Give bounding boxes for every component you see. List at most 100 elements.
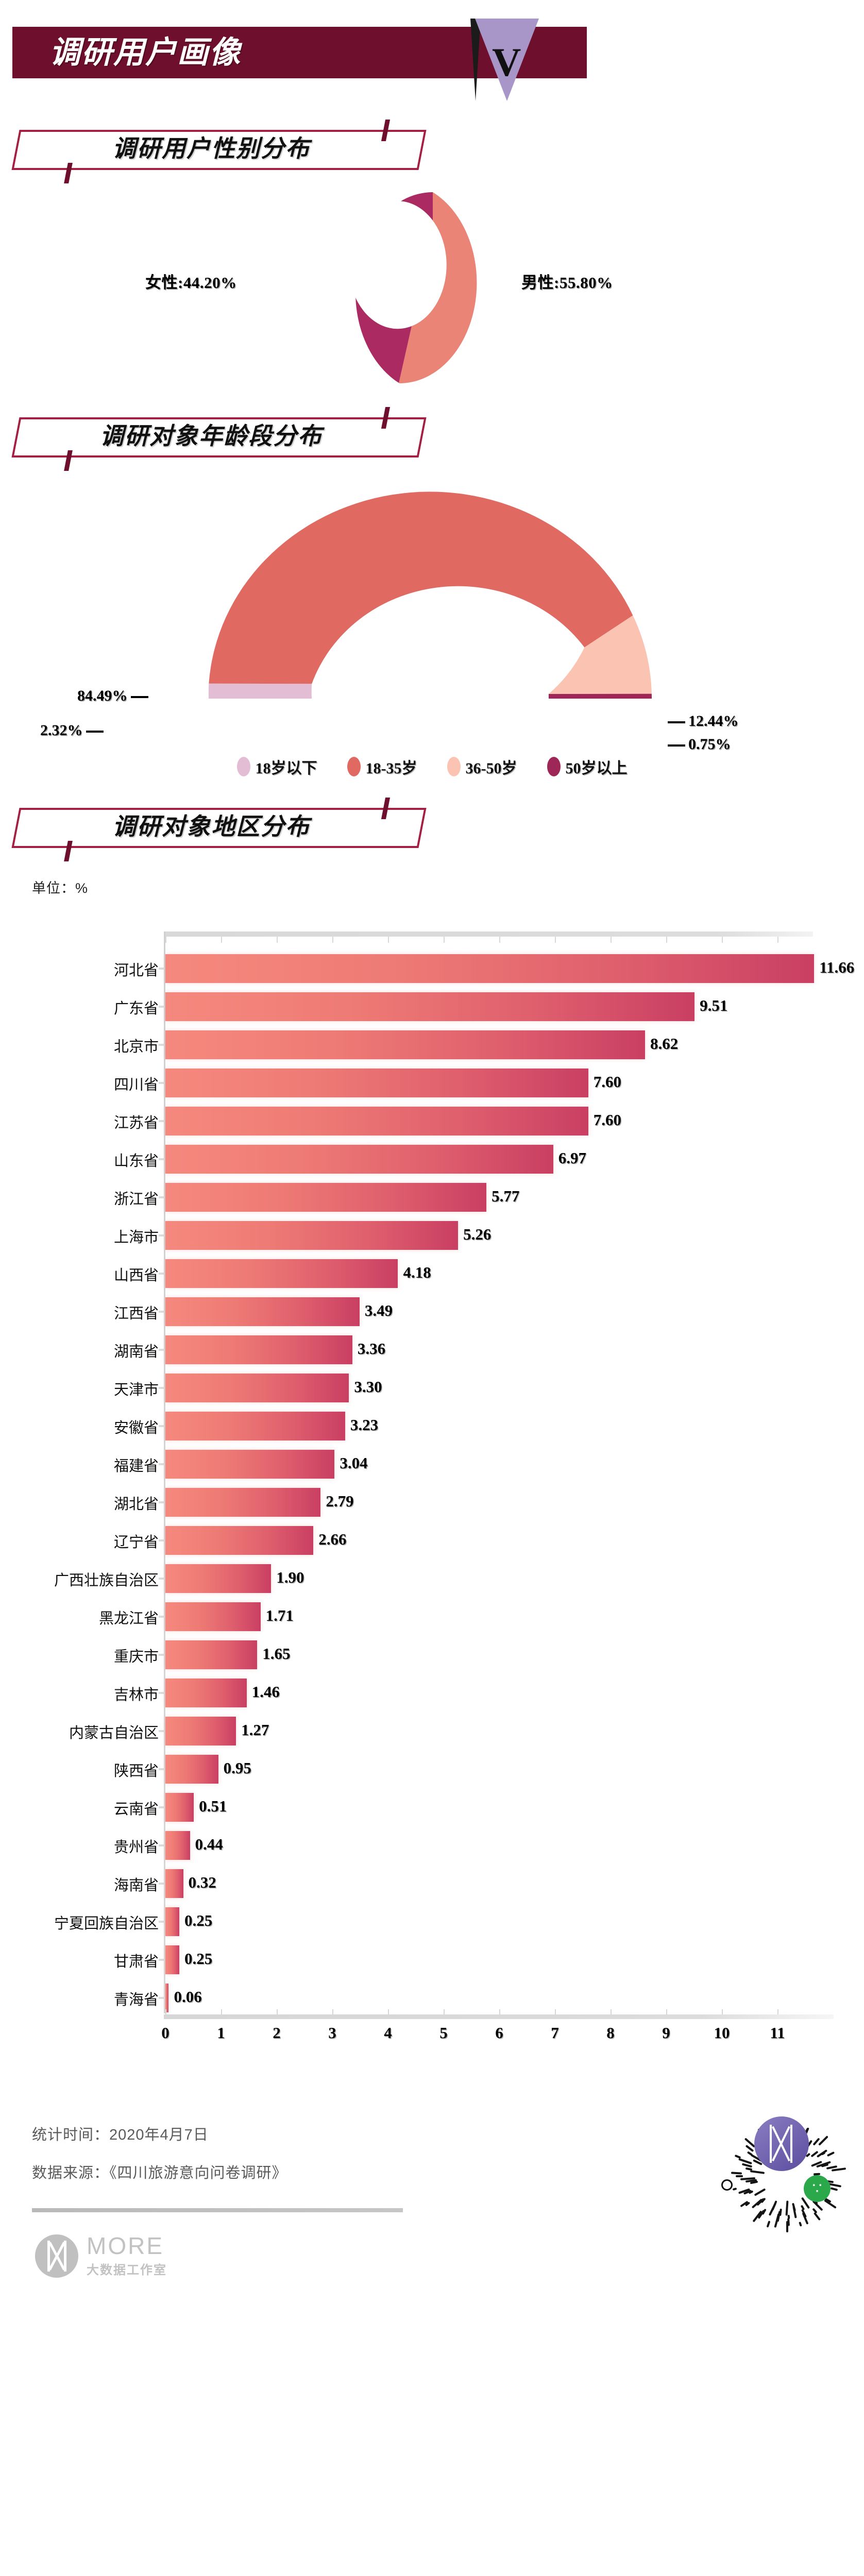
bar-fill <box>165 954 815 983</box>
bar-value-label: 3.04 <box>340 1454 368 1472</box>
bar-fill <box>165 1412 345 1440</box>
x-axis-tick <box>444 2009 445 2014</box>
legend-label: 50岁以上 <box>565 760 628 777</box>
bar-value-label: 6.97 <box>558 1149 586 1167</box>
bar-axis-tick <box>159 1654 164 1656</box>
donut-slice-male <box>399 192 477 384</box>
bar-row: 湖北省 2.79 <box>0 1488 864 1517</box>
x-axis-label: 8 <box>606 2024 615 2042</box>
x-axis-tick <box>555 2009 556 2014</box>
bar-axis-tick <box>159 1196 164 1198</box>
bar-category-label: 贵州省 <box>113 1839 159 1856</box>
bar-fill <box>165 1640 258 1669</box>
bar-axis-tick <box>159 1768 164 1770</box>
bar-axis-tick <box>159 1425 164 1427</box>
x-axis-tick <box>388 2009 389 2014</box>
bar-row: 海南省 0.32 <box>0 1869 864 1898</box>
bar-axis-tick <box>159 1883 164 1885</box>
legend-item-36-50[interactable]: 36-50岁 <box>447 755 517 778</box>
bar-value-label: 1.27 <box>241 1721 269 1739</box>
triangle-badge-icon <box>475 19 539 101</box>
qr-ray <box>754 2188 766 2196</box>
bar-fill <box>165 1907 179 1936</box>
bar-value-label: 0.95 <box>223 1759 251 1777</box>
bar-category-label: 内蒙古自治区 <box>69 1725 159 1741</box>
age-label-18-35-text: 84.49% <box>77 687 128 704</box>
top-axis-tick <box>611 937 612 943</box>
qr-ray <box>792 2206 797 2218</box>
bar-axis-tick <box>159 1844 164 1846</box>
bar-fill <box>165 1030 645 1059</box>
bar-fill <box>165 1450 335 1479</box>
bar-axis-tick <box>159 1120 164 1122</box>
section-title-text: 调研对象年龄段分布 <box>100 423 323 449</box>
wechat-qr-code[interactable]: ∵ <box>717 2114 851 2253</box>
bar-category-label: 宁夏回族自治区 <box>54 1916 159 1932</box>
age-label-18-35: 84.49% <box>77 687 151 705</box>
qr-eye-icon <box>721 2179 733 2191</box>
top-axis-tick <box>277 937 278 943</box>
bar-value-label: 0.51 <box>199 1797 227 1815</box>
bar-value-label: 7.60 <box>593 1073 622 1091</box>
qr-ray <box>731 2171 742 2175</box>
bar-category-label: 辽宁省 <box>113 1534 159 1551</box>
badge-letter: V <box>492 40 521 84</box>
section-title-text: 调研对象地区分布 <box>112 814 310 840</box>
x-axis-tick <box>722 2009 723 2014</box>
top-axis-tick <box>555 937 556 943</box>
bar-axis-tick <box>159 1806 164 1808</box>
bar-value-label: 11.66 <box>819 958 855 976</box>
bar-category-label: 福建省 <box>113 1458 159 1475</box>
bar-axis-tick <box>159 1959 164 1961</box>
age-slice-under18 <box>208 683 312 699</box>
bar-fill <box>165 1107 588 1136</box>
page-title: 调研用户画像 <box>49 36 241 70</box>
bar-fill <box>165 1945 179 1974</box>
bar-value-label: 5.26 <box>463 1225 492 1243</box>
bar-category-label: 山西省 <box>113 1267 159 1284</box>
qr-ray <box>786 2221 788 2232</box>
bar-category-label: 甘肃省 <box>113 1954 159 1970</box>
bar-fill <box>165 1564 272 1593</box>
bar-category-label: 湖南省 <box>113 1344 159 1360</box>
age-slice-36-50 <box>548 615 652 694</box>
bar-row: 江苏省 7.60 <box>0 1107 864 1136</box>
footer-source: 数据来源：《四川旅游意向问卷调研》 <box>32 2165 287 2181</box>
bar-fill <box>165 1679 247 1707</box>
x-axis-tick <box>666 2009 667 2014</box>
bar-category-label: 上海市 <box>113 1229 159 1246</box>
bar-fill <box>165 1831 190 1860</box>
legend-item-18-35[interactable]: 18-35岁 <box>347 755 417 778</box>
wechat-miniprogram-icon: ∵ <box>804 2175 831 2202</box>
bar-row: 上海市 5.26 <box>0 1221 864 1250</box>
bar-value-label: 2.66 <box>318 1530 347 1548</box>
gender-donut-svg <box>355 192 477 384</box>
age-semi-donut <box>155 477 706 719</box>
bar-axis-tick <box>159 1311 164 1313</box>
qr-ray <box>732 2188 737 2191</box>
top-axis-tick <box>666 937 667 943</box>
x-axis-label: 7 <box>551 2024 559 2042</box>
legend-item-under18[interactable]: 18岁以下 <box>236 755 317 778</box>
legend-item-over50[interactable]: 50岁以上 <box>547 755 628 778</box>
leader-line <box>668 721 685 724</box>
bar-row: 宁夏回族自治区 0.25 <box>0 1907 864 1936</box>
bar-axis-tick <box>159 1387 164 1389</box>
bar-category-label: 安徽省 <box>113 1420 159 1436</box>
bar-axis-tick <box>159 1616 164 1618</box>
bar-fill <box>165 992 695 1021</box>
gender-chart: 女性:44.20% 男性:55.80% <box>0 179 864 406</box>
bar-category-label: 四川省 <box>113 1077 159 1093</box>
leader-line <box>130 696 148 699</box>
x-axis-tick <box>332 2009 333 2014</box>
qr-ray <box>830 2187 838 2192</box>
x-axis-tick <box>777 2009 778 2014</box>
bar-fill <box>165 1259 398 1288</box>
footer-stat-time: 统计时间：2020年4月7日 <box>32 2127 209 2143</box>
footer-divider <box>32 2208 403 2212</box>
qr-core-icon <box>754 2116 809 2171</box>
bar-axis-tick <box>159 1082 164 1084</box>
bar-value-label: 1.90 <box>276 1568 304 1586</box>
age-chart: 84.49% 2.32% 12.44% 0.75% 18岁以下 18-35岁 3… <box>0 467 864 796</box>
bar-row: 安徽省 3.23 <box>0 1412 864 1440</box>
